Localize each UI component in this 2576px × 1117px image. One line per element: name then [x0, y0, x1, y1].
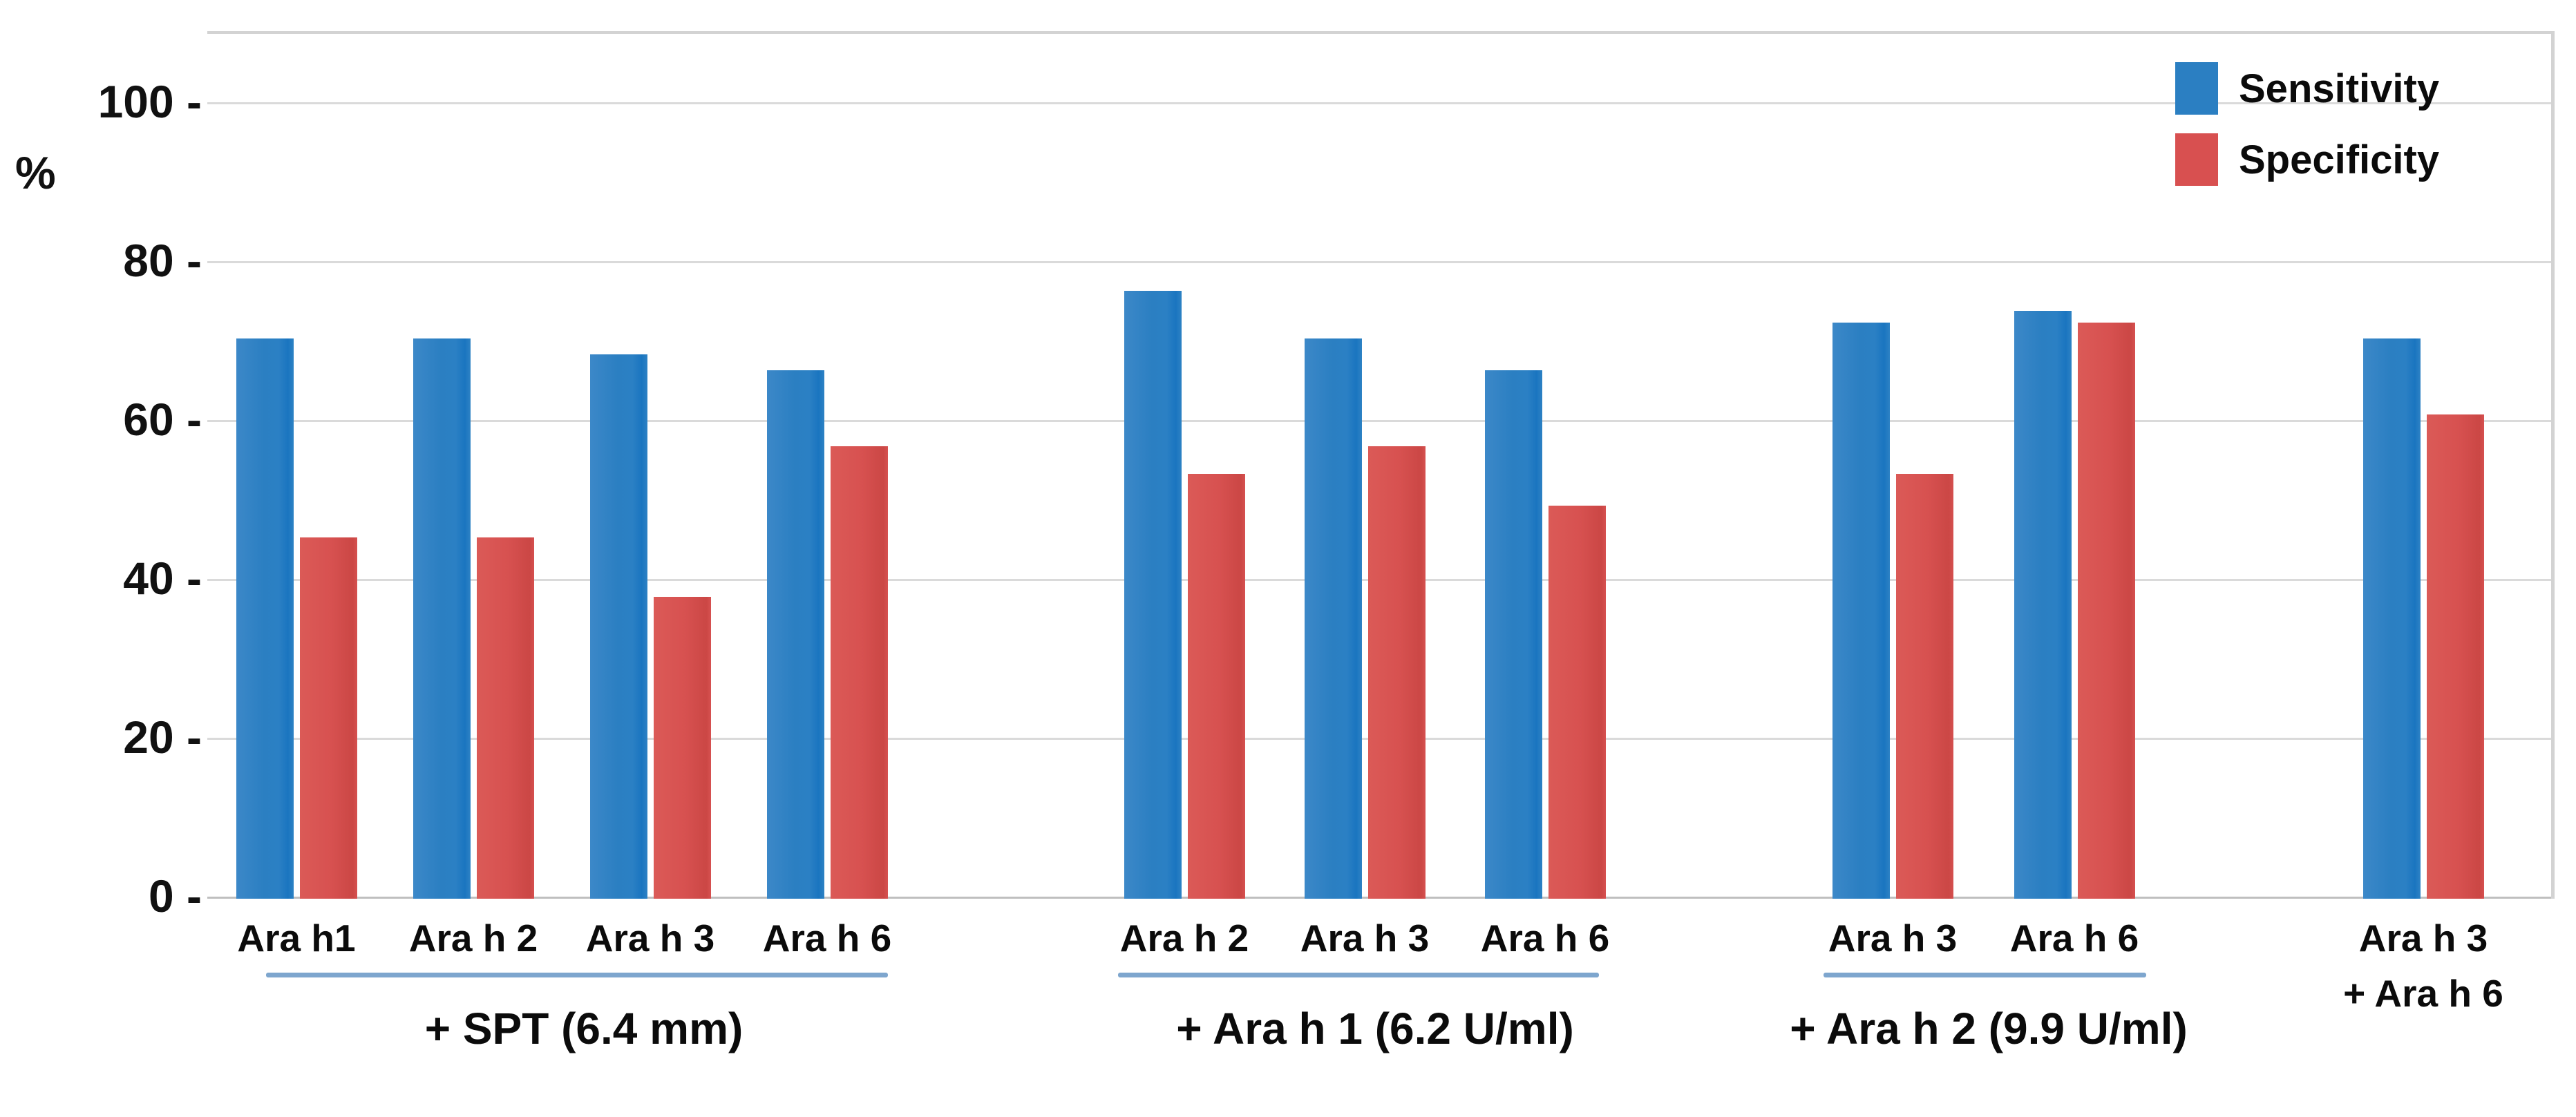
y-axis-unit-label: %	[15, 147, 56, 198]
x-tick-label: Ara h 2	[1119, 917, 1249, 960]
legend-item-sensitivity: Sensitivity	[2175, 62, 2439, 115]
legend-item-specificity: Specificity	[2175, 133, 2439, 186]
bar-sensitivity	[767, 370, 824, 899]
x-tick-label: Ara h 3	[1300, 917, 1430, 960]
x-tick-label: Ara h 3 + Ara h 6	[2343, 917, 2503, 1015]
legend-label-specificity: Specificity	[2239, 137, 2440, 182]
x-tick-label: Ara h 6	[2009, 917, 2139, 960]
bar-specificity	[2427, 414, 2484, 899]
x-tick-label: Ara h 2	[408, 917, 538, 960]
y-tick-label-40: 40 -	[123, 553, 202, 604]
x-tick-label: Ara h 3	[1828, 917, 1958, 960]
gridline-60	[207, 420, 2551, 422]
x-tick-label: Ara h 6	[1480, 917, 1610, 960]
group-title: + Ara h 1 (6.2 U/ml)	[1176, 1004, 1574, 1053]
bar-sensitivity	[590, 354, 647, 899]
bar-sensitivity	[1124, 291, 1182, 899]
bar-specificity	[2078, 323, 2135, 899]
bar-specificity	[831, 446, 888, 899]
bar-sensitivity	[413, 338, 471, 899]
bar-specificity	[1896, 473, 1953, 899]
legend-label-sensitivity: Sensitivity	[2239, 66, 2440, 111]
x-tick-label: Ara h 6	[762, 917, 892, 960]
y-tick-label-0: 0 -	[148, 870, 202, 922]
y-tick-label-100: 100 -	[97, 76, 202, 127]
bar-specificity	[654, 597, 711, 899]
bar-sensitivity	[1305, 338, 1362, 899]
sensitivity-swatch-icon	[2175, 62, 2218, 115]
bar-sensitivity	[1485, 370, 1542, 899]
group-title: + Ara h 2 (9.9 U/ml)	[1790, 1004, 2188, 1053]
y-tick-label-60: 60 -	[123, 394, 202, 445]
group-underline	[266, 973, 888, 977]
x-tick-label: Ara h1	[237, 917, 356, 960]
bar-sensitivity	[1832, 323, 1890, 899]
bar-specificity	[1188, 473, 1245, 899]
bar-specificity	[300, 537, 357, 899]
y-tick-label-20: 20 -	[123, 712, 202, 763]
plot-area	[207, 31, 2555, 899]
group-underline	[1824, 973, 2146, 977]
gridline-100	[207, 102, 2551, 104]
bar-sensitivity	[236, 338, 294, 899]
gridline-80	[207, 261, 2551, 263]
group-underline	[1118, 973, 1599, 977]
bar-sensitivity	[2014, 311, 2072, 899]
bar-specificity	[1368, 446, 1426, 899]
bar-specificity	[1549, 505, 1606, 899]
group-title: + SPT (6.4 mm)	[424, 1004, 744, 1053]
bar-sensitivity	[2363, 338, 2421, 899]
x-tick-label: Ara h 3	[585, 917, 715, 960]
legend: Sensitivity Specificity	[2175, 62, 2439, 204]
y-tick-label-80: 80 -	[123, 235, 202, 286]
specificity-swatch-icon	[2175, 133, 2218, 186]
bar-specificity	[477, 537, 534, 899]
